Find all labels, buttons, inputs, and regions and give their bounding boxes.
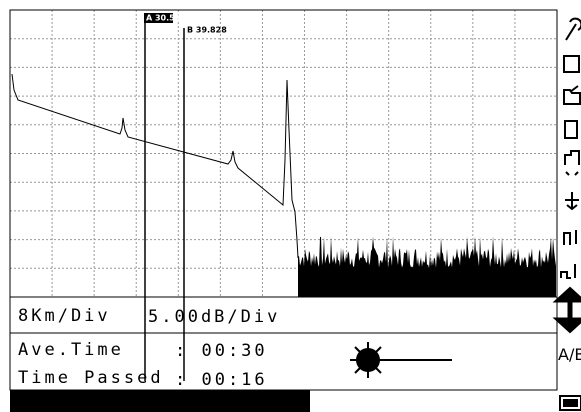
- time-passed-value: : 00:16: [175, 370, 268, 390]
- noise-floor: [298, 236, 556, 297]
- average-time-value: : 00:30: [175, 341, 268, 361]
- laser-icon: [350, 342, 452, 378]
- toolbar: [560, 17, 581, 279]
- cursor-a-label: A 30.554: [146, 14, 186, 23]
- icon-updown[interactable]: [552, 286, 581, 334]
- cursor-b-label: B 39.828: [187, 26, 227, 35]
- distance-scale: 8Km/Div: [18, 306, 111, 326]
- battery-level: [563, 399, 578, 407]
- icon-vert[interactable]: [563, 230, 577, 245]
- trace: [11, 73, 299, 259]
- icon-pulse[interactable]: [564, 150, 580, 176]
- icon-report[interactable]: [564, 120, 578, 139]
- icon-zoom[interactable]: [565, 192, 579, 211]
- icon-save[interactable]: [563, 55, 580, 73]
- level-scale: 5.00dB/Div: [148, 307, 280, 327]
- grid: [10, 10, 557, 297]
- icon-ab[interactable]: A/B: [558, 345, 581, 364]
- cursor-a-box: [144, 13, 173, 23]
- icon-hor[interactable]: [560, 264, 576, 279]
- icon-open[interactable]: [563, 85, 581, 105]
- icon-settings[interactable]: [565, 17, 581, 41]
- noise-fill: [298, 236, 556, 297]
- progress-bar: [10, 390, 310, 412]
- time-passed-label: Time Passed: [18, 368, 164, 388]
- battery: [559, 395, 581, 411]
- average-time-label: Ave.Time: [18, 340, 124, 360]
